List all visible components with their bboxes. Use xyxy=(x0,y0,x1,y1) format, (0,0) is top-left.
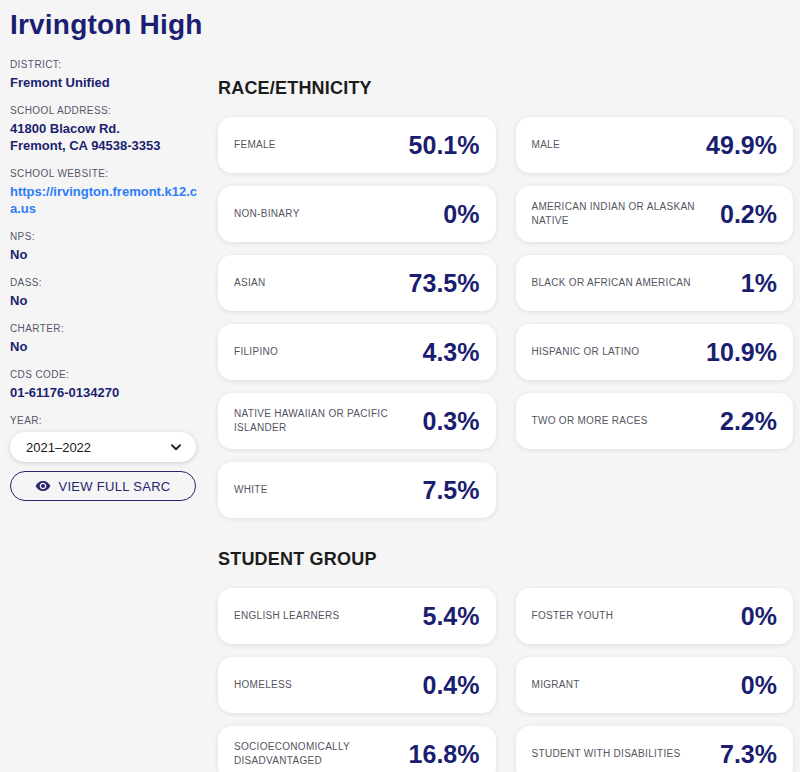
nps-value: No xyxy=(10,246,208,263)
stat-value: 1% xyxy=(741,269,777,298)
stat-value: 0% xyxy=(741,671,777,700)
student-group-grid: ENGLISH LEARNERS 5.4% FOSTER YOUTH 0% HO… xyxy=(218,588,793,772)
stat-label: NATIVE HAWAIIAN OR PACIFIC ISLANDER xyxy=(234,407,410,435)
charter-label: CHARTER: xyxy=(10,322,208,335)
stat-label: NON-BINARY xyxy=(234,207,300,221)
stat-card-native-hawaiian-or-pacific-islander: NATIVE HAWAIIAN OR PACIFIC ISLANDER 0.3% xyxy=(218,393,496,449)
stat-label: MIGRANT xyxy=(532,678,580,692)
content-row: DISTRICT: Fremont Unified SCHOOL ADDRESS… xyxy=(8,58,793,772)
eye-icon xyxy=(35,478,51,494)
stat-label: HISPANIC OR LATINO xyxy=(532,345,640,359)
stat-label: AMERICAN INDIAN OR ALASKAN NATIVE xyxy=(532,200,708,228)
district-value: Fremont Unified xyxy=(10,74,208,91)
stat-card-american-indian-or-alaskan-native: AMERICAN INDIAN OR ALASKAN NATIVE 0.2% xyxy=(516,186,794,242)
stat-label: FEMALE xyxy=(234,138,276,152)
stat-card-hispanic-or-latino: HISPANIC OR LATINO 10.9% xyxy=(516,324,794,380)
stat-value: 4.3% xyxy=(423,338,480,367)
stat-label: ENGLISH LEARNERS xyxy=(234,609,339,623)
stat-label: FOSTER YOUTH xyxy=(532,609,614,623)
stat-value: 0.4% xyxy=(423,671,480,700)
stat-card-student-with-disabilities: STUDENT WITH DISABILITIES 7.3% xyxy=(516,726,794,772)
stat-card-female: FEMALE 50.1% xyxy=(218,117,496,173)
charter-value: No xyxy=(10,338,208,355)
view-full-sarc-label: VIEW FULL SARC xyxy=(58,479,170,494)
stat-value: 49.9% xyxy=(706,131,777,160)
school-address-line1: 41800 Blacow Rd. xyxy=(10,120,208,137)
stat-value: 73.5% xyxy=(409,269,480,298)
nps-label: NPS: xyxy=(10,230,208,243)
school-website-group: SCHOOL WEBSITE: https://irvington.fremon… xyxy=(10,167,208,217)
school-address-line2: Fremont, CA 94538-3353 xyxy=(10,137,208,154)
stat-label: ASIAN xyxy=(234,276,266,290)
year-label: YEAR: xyxy=(10,414,208,427)
stat-value: 16.8% xyxy=(409,740,480,769)
year-select-value: 2021–2022 xyxy=(26,440,91,455)
year-group: YEAR: 2021–2022 VIEW FULL SARC xyxy=(10,414,208,501)
stat-value: 2.2% xyxy=(720,407,777,436)
stat-label: TWO OR MORE RACES xyxy=(532,414,648,428)
main-content: RACE/ETHNICITY FEMALE 50.1% MALE 49.9% N… xyxy=(208,58,793,772)
stat-value: 7.5% xyxy=(423,476,480,505)
stat-label: STUDENT WITH DISABILITIES xyxy=(532,747,681,761)
district-group: DISTRICT: Fremont Unified xyxy=(10,58,208,91)
cds-code-group: CDS CODE: 01-61176-0134270 xyxy=(10,368,208,401)
nps-group: NPS: No xyxy=(10,230,208,263)
stat-card-two-or-more-races: TWO OR MORE RACES 2.2% xyxy=(516,393,794,449)
stat-card-foster-youth: FOSTER YOUTH 0% xyxy=(516,588,794,644)
dass-value: No xyxy=(10,292,208,309)
stat-card-male: MALE 49.9% xyxy=(516,117,794,173)
district-label: DISTRICT: xyxy=(10,58,208,71)
stat-label: WHITE xyxy=(234,483,268,497)
page-title: Irvington High xyxy=(10,8,793,42)
stat-label: BLACK OR AFRICAN AMERICAN xyxy=(532,276,691,290)
race-ethnicity-grid: FEMALE 50.1% MALE 49.9% NON-BINARY 0% AM… xyxy=(218,117,793,518)
stat-value: 0% xyxy=(443,200,479,229)
cds-code-label: CDS CODE: xyxy=(10,368,208,381)
stat-value: 7.3% xyxy=(720,740,777,769)
school-address-group: SCHOOL ADDRESS: 41800 Blacow Rd. Fremont… xyxy=(10,104,208,154)
stat-card-white: WHITE 7.5% xyxy=(218,462,496,518)
stat-card-filipino: FILIPINO 4.3% xyxy=(218,324,496,380)
view-full-sarc-button[interactable]: VIEW FULL SARC xyxy=(10,471,196,501)
race-ethnicity-heading: RACE/ETHNICITY xyxy=(218,77,793,99)
stat-card-non-binary: NON-BINARY 0% xyxy=(218,186,496,242)
dass-group: DASS: No xyxy=(10,276,208,309)
stat-card-migrant: MIGRANT 0% xyxy=(516,657,794,713)
charter-group: CHARTER: No xyxy=(10,322,208,355)
school-address-label: SCHOOL ADDRESS: xyxy=(10,104,208,117)
page-root: Irvington High DISTRICT: Fremont Unified… xyxy=(0,0,800,772)
dass-label: DASS: xyxy=(10,276,208,289)
stat-value: 0.2% xyxy=(720,200,777,229)
chevron-down-icon xyxy=(170,441,182,453)
stat-label: FILIPINO xyxy=(234,345,278,359)
stat-value: 10.9% xyxy=(706,338,777,367)
school-website-link[interactable]: https://irvington.fremont.k12.ca.us xyxy=(10,183,202,217)
stat-value: 5.4% xyxy=(423,602,480,631)
stat-card-black-or-african-american: BLACK OR AFRICAN AMERICAN 1% xyxy=(516,255,794,311)
stat-card-homeless: HOMELESS 0.4% xyxy=(218,657,496,713)
school-website-label: SCHOOL WEBSITE: xyxy=(10,167,208,180)
school-info-sidebar: DISTRICT: Fremont Unified SCHOOL ADDRESS… xyxy=(8,58,208,772)
stat-label: MALE xyxy=(532,138,560,152)
stat-value: 50.1% xyxy=(409,131,480,160)
stat-value: 0.3% xyxy=(423,407,480,436)
stat-label: HOMELESS xyxy=(234,678,292,692)
stat-card-asian: ASIAN 73.5% xyxy=(218,255,496,311)
stat-value: 0% xyxy=(741,602,777,631)
stat-card-socioeconomically-disadvantaged: SOCIOECONOMICALLY DISADVANTAGED 16.8% xyxy=(218,726,496,772)
student-group-heading: STUDENT GROUP xyxy=(218,548,793,570)
stat-label: SOCIOECONOMICALLY DISADVANTAGED xyxy=(234,740,401,768)
year-select[interactable]: 2021–2022 xyxy=(10,432,196,462)
stat-card-english-learners: ENGLISH LEARNERS 5.4% xyxy=(218,588,496,644)
cds-code-value: 01-61176-0134270 xyxy=(10,384,208,401)
